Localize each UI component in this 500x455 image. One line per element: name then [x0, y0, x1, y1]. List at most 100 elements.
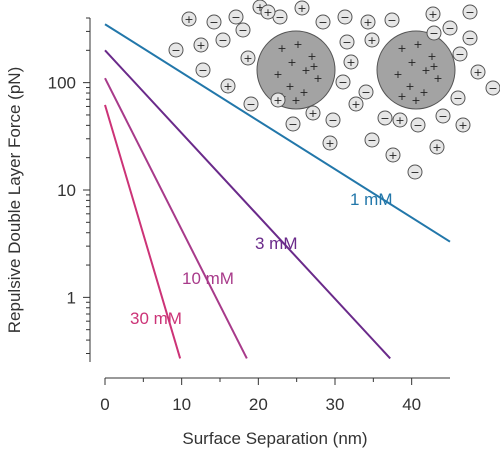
x-tick-label: 40 [402, 395, 421, 414]
anion-symbol: − [198, 64, 207, 77]
anion-symbol: − [387, 14, 396, 27]
cation-symbol: + [363, 16, 372, 29]
anion-icon [168, 42, 184, 58]
anion-icon [195, 62, 211, 78]
anion-symbol: − [438, 110, 447, 123]
cation-icon [364, 32, 380, 48]
y-axis-label: Repulsive Double Layer Force (pN) [5, 67, 24, 333]
anion-symbol: − [413, 119, 422, 132]
surface-charge-symbol: + [307, 50, 316, 63]
surface-charge-symbol: + [309, 60, 318, 73]
y-tick-label: 1 [67, 288, 76, 307]
anion-icon [364, 132, 380, 148]
cation-icon [425, 6, 441, 22]
surface-charge-symbol: + [393, 68, 402, 81]
surface-charge-symbol: + [313, 72, 322, 85]
anion-symbol: − [455, 48, 464, 61]
anion-symbol: − [318, 16, 327, 29]
surface-charge-symbol: + [293, 38, 302, 51]
surface-charge-symbol: + [291, 94, 300, 107]
x-tick-label: 0 [100, 395, 109, 414]
anion-symbol: − [361, 86, 370, 99]
anion-symbol: − [275, 11, 284, 24]
cation-icon [294, 0, 310, 16]
cation-symbol: + [325, 137, 334, 150]
series-line-3-mm [104, 49, 391, 360]
cation-icon [305, 105, 321, 121]
anion-icon [462, 30, 478, 46]
anion-symbol: − [246, 98, 255, 111]
y-tick-label: 100 [48, 74, 76, 93]
surface-charge-symbol: + [397, 42, 406, 55]
series-label: 30 mM [130, 309, 182, 328]
anion-symbol: − [338, 76, 347, 89]
cation-symbol: + [308, 107, 317, 120]
cation-symbol: + [432, 141, 441, 154]
cation-icon [360, 14, 376, 30]
cation-symbol: + [297, 2, 306, 15]
surface-charge-symbol: + [405, 80, 414, 93]
cation-symbol: + [346, 56, 355, 69]
surface-charge-symbol: + [427, 50, 436, 63]
cation-symbol: + [367, 34, 376, 47]
anion-icon [325, 112, 341, 128]
surface-charge-symbol: + [413, 38, 422, 51]
cation-symbol: + [243, 52, 252, 65]
colloid-particle [256, 30, 336, 110]
anion-symbol: − [488, 82, 497, 95]
x-tick-label: 10 [172, 395, 191, 414]
anion-icon [339, 34, 355, 50]
anion-icon [407, 164, 423, 180]
surface-charge-symbol: + [421, 64, 430, 77]
cation-symbol: + [388, 149, 397, 162]
anion-symbol: − [453, 92, 462, 105]
x-tick-label: 30 [326, 395, 345, 414]
surface-charge-symbol: + [299, 86, 308, 99]
ticks-layer: 0 10 20 30 40 1 10 100 [48, 17, 421, 414]
anion-icon [450, 90, 466, 106]
anion-icon [485, 80, 500, 96]
cation-symbol: + [223, 80, 232, 93]
anion-icon [384, 12, 400, 28]
anion-icon [315, 14, 331, 30]
x-axis-label: Surface Separation (nm) [182, 429, 367, 448]
surface-charge-symbol: + [411, 94, 420, 107]
cation-icon [385, 147, 401, 163]
series-line-30-mm [104, 104, 182, 359]
cation-icon [343, 54, 359, 70]
anion-icon [462, 4, 478, 20]
cation-icon [322, 135, 338, 151]
cation-icon [470, 64, 486, 80]
anion-icon [228, 9, 244, 25]
cation-icon [220, 78, 236, 94]
surface-charge-symbol: + [273, 68, 282, 81]
anion-icon [215, 32, 231, 48]
series-label: 10 mM [182, 269, 234, 288]
series-line-1-mm [104, 23, 451, 243]
anion-icon [426, 25, 442, 41]
cation-symbol: + [273, 94, 282, 107]
cation-icon [181, 11, 197, 27]
anion-icon [335, 74, 351, 90]
cation-symbol: + [184, 13, 193, 26]
anion-symbol: − [380, 112, 389, 125]
anion-icon [435, 108, 451, 124]
anion-symbol: − [288, 118, 297, 131]
cation-icon [260, 4, 276, 20]
anion-icon [452, 46, 468, 62]
surface-charge-symbol: + [397, 90, 406, 103]
anion-symbol: − [171, 44, 180, 57]
cation-icon [348, 96, 364, 112]
anion-icon [235, 22, 251, 38]
anion-icon [285, 116, 301, 132]
y-tick-label: 10 [57, 181, 76, 200]
anion-symbol: − [429, 27, 438, 40]
surface-charge-symbol: + [419, 86, 428, 99]
cation-icon [429, 139, 445, 155]
cation-symbol: + [351, 98, 360, 111]
series-line-10-mm [104, 77, 248, 359]
anion-symbol: − [328, 114, 337, 127]
series-layer: 1 mM 3 mM 10 mM 30 mM [104, 23, 451, 360]
cation-symbol: + [458, 119, 467, 132]
